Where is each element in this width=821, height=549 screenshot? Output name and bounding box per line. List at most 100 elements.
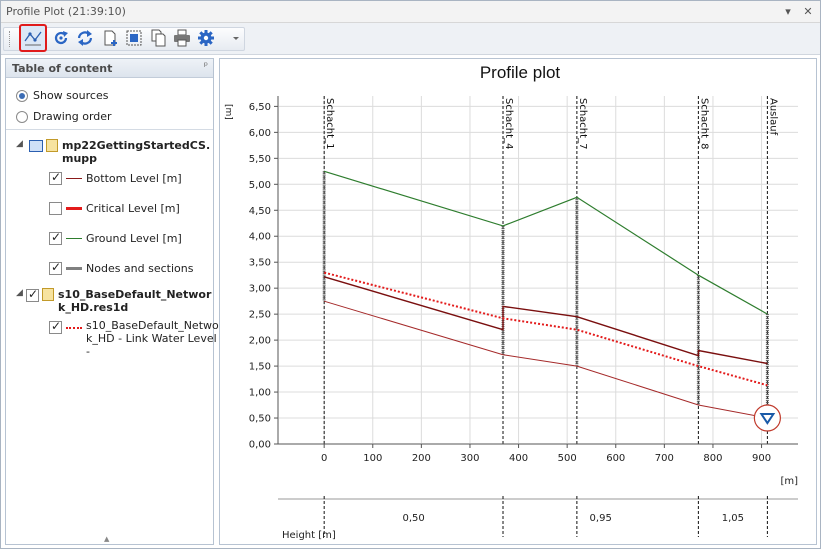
toc-header: Table of content ᵖ	[6, 59, 213, 78]
plot-series	[323, 170, 781, 432]
y-tick-label: 3,50	[249, 258, 271, 269]
y-tick-label: 4,50	[249, 206, 271, 217]
height-value-label: 1,05	[722, 513, 744, 524]
res1d-name-line2: k_HD.res1d	[58, 301, 129, 314]
tree-node-mupp[interactable]: ◢ mp22GettingStartedCS. mupp	[16, 139, 210, 165]
nodes-sections-label: Nodes and sections	[86, 262, 194, 275]
legend-item-ground-level[interactable]: Ground Level [m]	[49, 230, 182, 245]
toc-divider	[6, 129, 213, 130]
x-tick-label: 500	[558, 453, 577, 464]
table-of-content-panel: Table of content ᵖ Show sources Drawing …	[5, 58, 223, 545]
y-tick-label: 2,50	[249, 310, 271, 321]
node-label: Schacht_1	[324, 98, 335, 149]
y-tick-label: 1,00	[249, 388, 271, 399]
close-button[interactable]: ✕	[803, 5, 813, 18]
node-label: Schacht_8	[698, 98, 709, 149]
nodes-sections-checkbox[interactable]	[49, 260, 62, 275]
bottom-level-swatch	[66, 178, 82, 179]
profile-plot-chart[interactable]: Profile plot [m] Schacht_1 Schacht_4 Schac…	[220, 59, 816, 544]
mupp-name-line2: mupp	[62, 152, 98, 165]
node-label: Schacht_7	[577, 98, 588, 149]
y-axis-unit: [m]	[223, 104, 233, 120]
critical-level-checkbox[interactable]	[49, 202, 62, 215]
pin-icon[interactable]: ᵖ	[203, 61, 208, 72]
print-icon[interactable]	[171, 27, 193, 49]
x-tick-label: 800	[703, 453, 722, 464]
show-sources-option[interactable]: Show sources	[16, 89, 108, 102]
y-tick-label: 5,50	[249, 154, 271, 165]
height-value-label: 0,95	[590, 513, 612, 524]
node-label: Schacht_4	[503, 98, 514, 149]
nodes-sections-swatch	[66, 267, 82, 270]
node-label: Auslauf	[767, 98, 778, 136]
link-water-level-checkbox[interactable]	[49, 319, 62, 334]
sync-icon[interactable]	[74, 27, 96, 49]
series-water	[323, 271, 768, 387]
layer-icon	[29, 140, 43, 152]
tree-node-res1d-label: s10_BaseDefault_Networ k_HD.res1d	[58, 288, 211, 314]
y-tick-label: 2,00	[249, 336, 271, 347]
y-tick-label: 0,00	[249, 440, 271, 451]
height-label: Height [m]	[282, 530, 336, 541]
copy-icon[interactable]	[147, 27, 169, 49]
legend-item-critical-level[interactable]: Critical Level [m]	[49, 202, 180, 215]
plot-title: Profile plot	[480, 63, 561, 82]
x-tick-label: 100	[363, 453, 382, 464]
drawing-order-option[interactable]: Drawing order	[16, 110, 112, 123]
refresh-icon[interactable]	[50, 27, 72, 49]
plot-panel: Profile plot [m] Schacht_1 Schacht_4 Schac…	[219, 58, 817, 545]
window-menu-button[interactable]: ▾	[785, 5, 791, 18]
x-tick-label: 900	[752, 453, 771, 464]
plot-axes: 0,00 0,50 1,00 1,50 2,00 2,50 3,00 3,50 4,00 4,50…	[249, 96, 798, 464]
panel-resize-grip[interactable]: ▲	[104, 535, 110, 543]
ground-level-label: Ground Level [m]	[86, 232, 182, 245]
toc-title: Table of content	[12, 62, 113, 75]
toolbar-grip	[9, 31, 11, 47]
outlet-marker[interactable]	[753, 404, 781, 432]
outlet-triangle-icon	[759, 413, 776, 425]
y-tick-label: 1,50	[249, 362, 271, 373]
height-value-label: 0,50	[402, 513, 424, 524]
y-tick-label: 5,00	[249, 180, 271, 191]
link-water-level-label: s10_BaseDefault_Networ k_HD - Link Water…	[86, 319, 223, 358]
select-icon[interactable]	[123, 27, 145, 49]
document-icon	[46, 139, 58, 152]
dropdown-icon[interactable]	[229, 27, 243, 49]
bottom-level-checkbox[interactable]	[49, 170, 62, 185]
link-water-level-swatch	[66, 327, 82, 329]
series-pipe_top	[324, 276, 768, 365]
collapse-icon[interactable]: ◢	[16, 139, 23, 149]
collapse-icon-2[interactable]: ◢	[16, 288, 23, 298]
y-tick-label: 6,50	[249, 102, 271, 113]
series-bottom	[324, 300, 768, 419]
tree-node-res1d[interactable]: ◢ s10_BaseDefault_Networ k_HD.res1d	[16, 287, 211, 314]
settings-icon[interactable]	[195, 27, 217, 49]
drawing-order-radio[interactable]	[16, 110, 28, 123]
y-tick-label: 0,50	[249, 414, 271, 425]
ground-level-swatch	[66, 238, 82, 239]
x-tick-label: 200	[412, 453, 431, 464]
add-page-icon[interactable]	[99, 27, 121, 49]
link-water-level-line2: k_HD - Link Water Level -	[86, 332, 217, 358]
show-sources-radio[interactable]	[16, 89, 28, 102]
res1d-checkbox[interactable]	[26, 287, 39, 302]
show-sources-label: Show sources	[33, 89, 109, 102]
document-icon-2	[42, 288, 54, 301]
mupp-name-line1: mp22GettingStartedCS.	[62, 139, 211, 152]
x-tick-label: 600	[606, 453, 625, 464]
height-band: 0,50 0,95 1,05	[278, 496, 798, 537]
x-tick-label: 700	[655, 453, 674, 464]
ground-level-checkbox[interactable]	[49, 230, 62, 245]
x-tick-label: 300	[460, 453, 479, 464]
bottom-level-label: Bottom Level [m]	[86, 172, 182, 185]
legend-item-nodes-sections[interactable]: Nodes and sections	[49, 260, 194, 275]
series-ground	[324, 170, 768, 315]
profile-plot-icon[interactable]	[19, 24, 47, 52]
y-tick-label: 6,00	[249, 128, 271, 139]
link-water-level-line1: s10_BaseDefault_Networ	[86, 319, 224, 332]
legend-item-bottom-level[interactable]: Bottom Level [m]	[49, 170, 182, 185]
legend-item-link-water-level[interactable]: s10_BaseDefault_Networ k_HD - Link Water…	[49, 319, 223, 358]
title-bar: Profile Plot (21:39:10) ▾ ✕	[1, 1, 820, 23]
node-lines: Schacht_1 Schacht_4 Schacht_7 Schacht_8 Ausl…	[322, 96, 778, 444]
